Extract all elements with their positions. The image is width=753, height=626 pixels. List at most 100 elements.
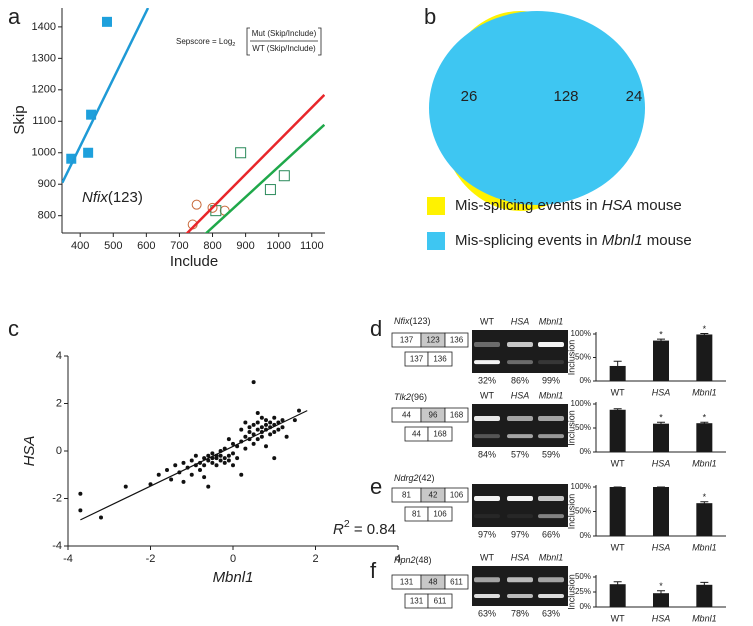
point xyxy=(181,479,186,484)
exon-length: 137 xyxy=(400,336,414,345)
bar xyxy=(609,584,626,607)
formula-part: Sepscore = Log xyxy=(176,37,232,46)
annotation-part: = 0.84 xyxy=(350,521,396,538)
x-tick-label: Mbnl1 xyxy=(692,542,717,552)
x-tick-label: Mbnl1 xyxy=(692,613,717,623)
y-tick-label: 50% xyxy=(575,572,591,581)
x-axis-title: Mbnl1 xyxy=(213,569,254,586)
legend-entry-part: HSA xyxy=(602,197,633,214)
bar xyxy=(609,365,626,381)
point xyxy=(202,463,207,468)
gel-band xyxy=(474,514,500,519)
gene-label: Tlk2(96) xyxy=(394,392,427,402)
point xyxy=(235,456,240,461)
y-axis-title: Inclusion xyxy=(566,340,576,376)
point xyxy=(218,453,223,458)
panel-label: b xyxy=(424,4,436,29)
exon xyxy=(444,487,469,503)
legend-entry-part: Mis-splicing events in xyxy=(455,232,602,249)
y-tick-label: 100% xyxy=(571,329,591,338)
x-axis-title: Include xyxy=(170,253,218,270)
y-tick-label: 100% xyxy=(571,482,591,491)
x-tick-label: 400 xyxy=(71,240,89,252)
gel-band xyxy=(538,434,564,439)
gel-band xyxy=(474,434,500,439)
point xyxy=(255,411,260,415)
significance: * xyxy=(659,413,663,423)
panel-label: e xyxy=(370,474,382,499)
gel-band xyxy=(474,360,500,365)
annotation: R2 = 0.84 xyxy=(333,518,396,538)
gel xyxy=(472,484,568,527)
point xyxy=(165,468,169,472)
point xyxy=(239,427,244,432)
exon xyxy=(427,426,453,442)
y-tick-label: 0% xyxy=(579,531,591,540)
x-tick-label: WT xyxy=(611,458,625,468)
gel-band xyxy=(474,577,500,583)
y-tick-label: 1200 xyxy=(32,84,56,96)
significance: * xyxy=(659,581,663,591)
gel xyxy=(472,566,568,606)
bar xyxy=(696,334,713,381)
exon xyxy=(444,574,469,590)
point xyxy=(255,420,260,425)
legend-entry-part: Mis-splicing events in xyxy=(455,197,602,214)
significance: * xyxy=(703,324,707,334)
x-tick-label: 0 xyxy=(230,553,236,565)
x-tick-label: 700 xyxy=(170,240,188,252)
point xyxy=(251,441,256,446)
lane-label: HSA xyxy=(511,390,530,400)
point xyxy=(189,472,194,477)
fit-line xyxy=(80,410,308,521)
error-bar xyxy=(657,590,665,596)
point xyxy=(66,153,77,164)
gel-band xyxy=(507,416,533,422)
point xyxy=(78,508,83,513)
exon-length: 168 xyxy=(450,411,464,420)
exon-length: 136 xyxy=(433,355,447,364)
lane-label: WT xyxy=(480,552,494,562)
y-axis-title: Inclusion xyxy=(566,410,576,446)
gene-label: Ndrg2(42) xyxy=(394,473,435,483)
y-axis-title: Inclusion xyxy=(566,574,576,610)
point xyxy=(206,453,211,458)
x-tick-label: -2 xyxy=(146,553,156,565)
bar xyxy=(653,423,669,452)
exon-length: 48 xyxy=(429,578,438,587)
exon xyxy=(427,593,453,609)
point xyxy=(264,422,268,427)
point xyxy=(297,408,301,413)
point xyxy=(222,456,227,461)
y-tick-label: 2 xyxy=(56,397,62,409)
x-tick-label: WT xyxy=(611,613,625,623)
x-tick-label: WT xyxy=(611,542,625,552)
gene-label-part: Tlk2 xyxy=(394,392,411,402)
fit-line xyxy=(62,8,150,184)
point xyxy=(247,430,252,434)
gel-band xyxy=(507,594,533,598)
point xyxy=(268,420,273,425)
y-tick-label: 4 xyxy=(56,350,62,362)
point xyxy=(156,472,161,477)
legend-entry-part: mouse xyxy=(643,232,692,249)
gene-label: Nfix(123) xyxy=(394,316,431,326)
gel-band xyxy=(474,496,500,502)
y-tick-label: 50% xyxy=(575,353,591,362)
y-axis-title: Inclusion xyxy=(566,494,576,530)
plot-area xyxy=(78,380,308,521)
gel-band xyxy=(538,594,564,598)
gel-band xyxy=(538,496,564,502)
point xyxy=(259,415,264,420)
point xyxy=(247,425,252,430)
y-tick-label: 1300 xyxy=(32,52,56,64)
bar xyxy=(653,340,669,381)
y-tick-label: 0% xyxy=(579,602,591,611)
significance: * xyxy=(703,413,707,423)
x-tick-label: Mbnl1 xyxy=(692,387,717,397)
gene-label-part: Rpn2 xyxy=(394,555,416,565)
formula-num: Mut (Skip/Include) xyxy=(252,29,317,38)
exon-length: 131 xyxy=(410,597,424,606)
exon-length: 131 xyxy=(400,578,414,587)
y-tick-label: -2 xyxy=(52,492,62,504)
